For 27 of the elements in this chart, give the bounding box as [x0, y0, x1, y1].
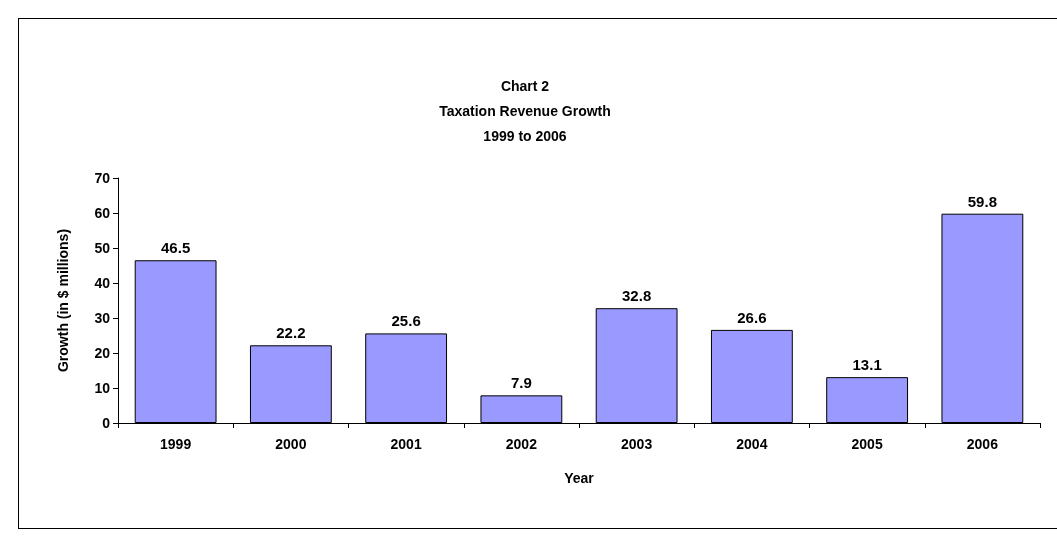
- x-tick-label: 2004: [736, 436, 768, 452]
- data-label: 46.5: [161, 239, 191, 257]
- x-tick-label: 2001: [390, 436, 422, 452]
- x-tick-label: 2005: [851, 436, 883, 452]
- y-tick-label: 70: [94, 170, 111, 186]
- y-tick-label: 20: [94, 345, 111, 361]
- x-tick-label: 2000: [275, 436, 307, 452]
- data-label: 26.6: [737, 308, 767, 326]
- x-tick-label: 2006: [966, 436, 999, 452]
- x-tick-label: 2002: [505, 436, 538, 452]
- chart-title: Chart 2 Taxation Revenue Growth 1999 to 2006: [439, 77, 611, 144]
- y-axis-title: Growth (in $ millions): [55, 228, 71, 373]
- y-tick-label: 0: [102, 415, 111, 431]
- data-label: 25.6: [391, 312, 421, 330]
- y-tick-label: 60: [94, 205, 111, 221]
- data-label: 22.2: [276, 324, 306, 342]
- data-label: 13.1: [852, 356, 882, 374]
- y-tick-label: 50: [94, 240, 111, 256]
- y-tick-label: 10: [94, 380, 111, 396]
- x-tick-label: 2003: [621, 436, 653, 452]
- data-label: 32.8: [622, 287, 652, 305]
- data-label: 59.8: [967, 192, 997, 210]
- y-tick-label: 40: [94, 275, 111, 291]
- y-tick-label: 30: [94, 310, 111, 326]
- x-axis-title: Year: [564, 470, 595, 486]
- data-label: 7.9: [510, 374, 532, 392]
- x-tick-label: 1999: [160, 436, 192, 452]
